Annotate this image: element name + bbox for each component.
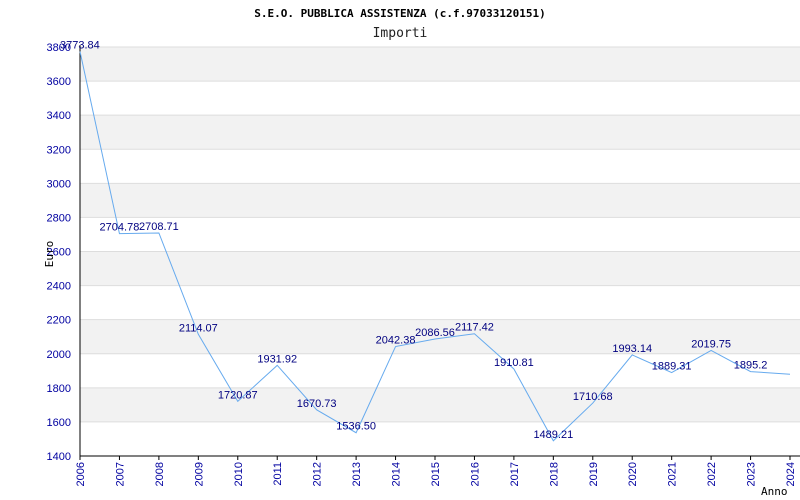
x-axis-title: Anno bbox=[761, 485, 788, 498]
x-tick-label: 2016 bbox=[469, 462, 481, 486]
x-tick-label: 2008 bbox=[154, 462, 166, 486]
y-tick-label: 3600 bbox=[47, 76, 71, 88]
x-tick-label: 2024 bbox=[785, 462, 797, 486]
x-tick-label: 2017 bbox=[509, 462, 521, 486]
plot-band bbox=[80, 115, 800, 150]
y-tick-label: 1400 bbox=[47, 451, 71, 463]
x-tick-label: 2015 bbox=[430, 462, 442, 486]
plot-band bbox=[80, 217, 800, 252]
y-tick-label: 3400 bbox=[47, 110, 71, 122]
plot-band bbox=[80, 81, 800, 116]
plot-band bbox=[80, 387, 800, 422]
x-tick-label: 2023 bbox=[746, 462, 758, 486]
data-label: 2019.75 bbox=[691, 338, 731, 350]
data-label: 2704.78 bbox=[100, 222, 140, 234]
y-tick-label: 2600 bbox=[47, 247, 71, 259]
x-tick-label: 2007 bbox=[114, 462, 126, 486]
x-tick-label: 2009 bbox=[193, 462, 205, 486]
x-tick-label: 2018 bbox=[548, 462, 560, 486]
y-tick-label: 3000 bbox=[47, 178, 71, 190]
y-tick-label: 2200 bbox=[47, 315, 71, 327]
chart-subtitle: Importi bbox=[373, 26, 428, 41]
plot-band bbox=[80, 353, 800, 388]
x-tick-label: 2013 bbox=[351, 462, 363, 486]
plot-band bbox=[80, 47, 800, 82]
y-tick-label: 2800 bbox=[47, 212, 71, 224]
x-tick-labels: 2006 2007 2008 2009 2010 2011 2012 2013 2014 2015… bbox=[75, 462, 797, 486]
x-tick-label: 2006 bbox=[75, 462, 87, 486]
plot-band bbox=[80, 421, 800, 456]
data-labels: 3773.84 2704.78 2708.71 2114.07 1720.87 1931.… bbox=[60, 39, 767, 440]
data-label: 1889.31 bbox=[652, 361, 692, 373]
x-tick-label: 2011 bbox=[272, 462, 284, 486]
plot-band bbox=[80, 251, 800, 286]
x-tick-label: 2021 bbox=[667, 462, 679, 486]
data-label: 3773.84 bbox=[60, 39, 100, 51]
x-tick-label: 2012 bbox=[312, 462, 324, 486]
data-label: 2114.07 bbox=[179, 322, 218, 334]
y-tick-label: 2000 bbox=[47, 349, 71, 361]
y-tick-label: 2400 bbox=[47, 281, 71, 293]
data-label: 1931.92 bbox=[257, 353, 297, 365]
y-tick-label: 1600 bbox=[47, 417, 71, 429]
plot-band bbox=[80, 183, 800, 218]
data-label: 1536.50 bbox=[336, 421, 376, 433]
chart-title: S.E.O. PUBBLICA ASSISTENZA (c.f.97033120… bbox=[254, 7, 545, 20]
y-axis-title: Euro bbox=[43, 241, 56, 268]
plot-bands bbox=[80, 47, 800, 456]
axes bbox=[79, 45, 800, 460]
data-label: 2042.38 bbox=[376, 335, 416, 347]
data-label: 2086.56 bbox=[415, 327, 455, 339]
y-tick-label: 1800 bbox=[47, 383, 71, 395]
y-tick-labels: 1400 1600 1800 2000 2200 2400 2600 2800 3000 3200… bbox=[47, 42, 71, 463]
data-label: 1489.21 bbox=[533, 429, 573, 441]
data-label: 1670.73 bbox=[297, 398, 337, 410]
series-line bbox=[79, 51, 791, 442]
x-tick-label: 2020 bbox=[627, 462, 639, 486]
data-label: 1895.2 bbox=[734, 360, 768, 372]
data-label: 1993.14 bbox=[612, 343, 652, 355]
data-label: 1720.87 bbox=[218, 389, 258, 401]
series-layer bbox=[79, 51, 791, 442]
data-label: 1710.68 bbox=[573, 391, 613, 403]
data-label: 2708.71 bbox=[139, 221, 179, 233]
plot-band bbox=[80, 149, 800, 184]
x-tick-label: 2014 bbox=[391, 462, 403, 486]
data-label: 1910.81 bbox=[494, 357, 534, 369]
x-tick-label: 2010 bbox=[233, 462, 245, 486]
data-label: 2117.42 bbox=[455, 322, 494, 334]
x-tick-label: 2019 bbox=[588, 462, 600, 486]
y-tick-label: 3200 bbox=[47, 144, 71, 156]
y-tick-label: 3800 bbox=[47, 42, 71, 54]
plot-band bbox=[80, 285, 800, 320]
x-tick-label: 2022 bbox=[706, 462, 718, 486]
